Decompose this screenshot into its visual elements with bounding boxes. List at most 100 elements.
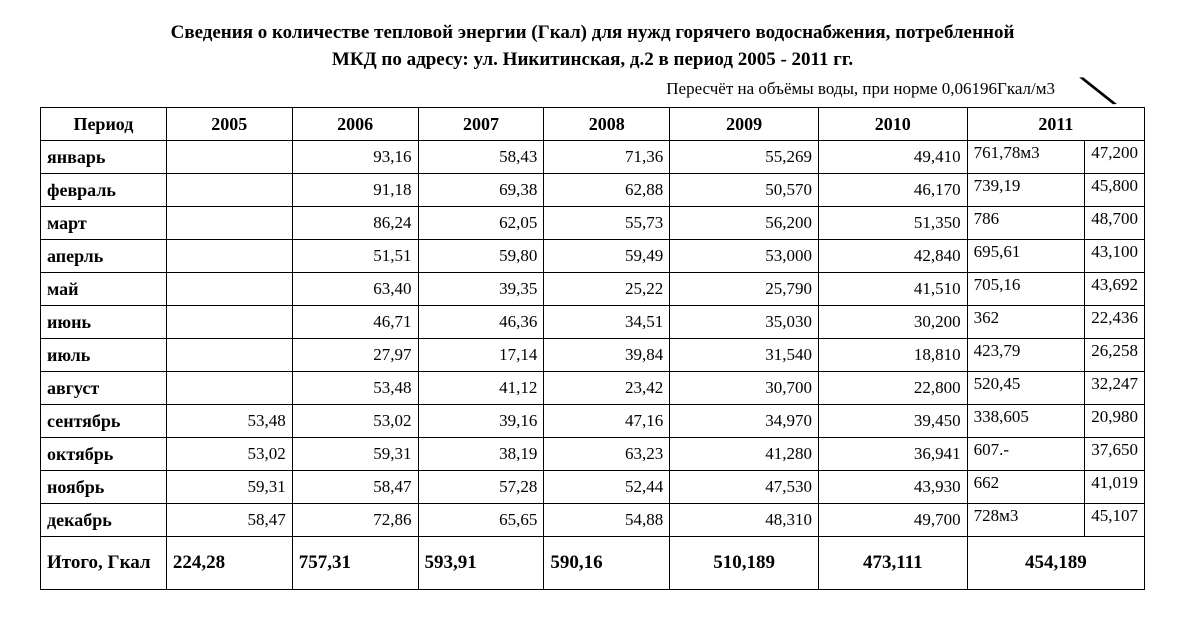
- cell-2010: 43,930: [818, 471, 967, 504]
- cell-2010: 36,941: [818, 438, 967, 471]
- cell-2011-volume: 761,78м3: [968, 141, 1086, 173]
- cell-total-2010: 473,111: [818, 537, 967, 590]
- cell-2005: [166, 141, 292, 174]
- cell-2005: [166, 273, 292, 306]
- col-2006: 2006: [292, 108, 418, 141]
- cell-2008: 39,84: [544, 339, 670, 372]
- cell-2009: 50,570: [670, 174, 819, 207]
- cell-2010: 18,810: [818, 339, 967, 372]
- cell-2006: 91,18: [292, 174, 418, 207]
- cell-2011: 520,4532,247: [967, 372, 1144, 405]
- cell-period: декабрь: [41, 504, 167, 537]
- cell-2005: 58,47: [166, 504, 292, 537]
- cell-2005: [166, 240, 292, 273]
- note-arrow: ╲: [1081, 77, 1115, 107]
- cell-2008: 54,88: [544, 504, 670, 537]
- cell-total-2009: 510,189: [670, 537, 819, 590]
- cell-2006: 46,71: [292, 306, 418, 339]
- table-row: ноябрь59,3158,4757,2852,4447,53043,93066…: [41, 471, 1145, 504]
- cell-period: октябрь: [41, 438, 167, 471]
- cell-2007: 17,14: [418, 339, 544, 372]
- cell-2007: 58,43: [418, 141, 544, 174]
- table-row: аперль51,5159,8059,4953,00042,840695,614…: [41, 240, 1145, 273]
- cell-total-2011: 454,189: [967, 537, 1144, 590]
- col-2005: 2005: [166, 108, 292, 141]
- cell-2007: 38,19: [418, 438, 544, 471]
- cell-2011: 66241,019: [967, 471, 1144, 504]
- table-row: январь93,1658,4371,3655,26949,410761,78м…: [41, 141, 1145, 174]
- cell-2011-volume: 728м3: [968, 504, 1086, 536]
- cell-2010: 30,200: [818, 306, 967, 339]
- cell-2008: 23,42: [544, 372, 670, 405]
- note-row: Пересчёт на объёмы воды, при норме 0,061…: [40, 79, 1145, 107]
- cell-2011-gcal: 45,107: [1085, 504, 1144, 536]
- cell-2011-volume: 695,61: [968, 240, 1086, 272]
- cell-2011-volume: 362: [968, 306, 1086, 338]
- cell-2010: 49,410: [818, 141, 967, 174]
- cell-2011: 423,7926,258: [967, 339, 1144, 372]
- cell-2011-gcal: 45,800: [1085, 174, 1144, 206]
- col-2007: 2007: [418, 108, 544, 141]
- cell-2005: [166, 174, 292, 207]
- cell-period: март: [41, 207, 167, 240]
- cell-total-2008: 590,16: [544, 537, 670, 590]
- cell-2010: 22,800: [818, 372, 967, 405]
- cell-2009: 31,540: [670, 339, 819, 372]
- cell-2008: 25,22: [544, 273, 670, 306]
- cell-2009: 47,530: [670, 471, 819, 504]
- cell-2007: 39,35: [418, 273, 544, 306]
- cell-2009: 35,030: [670, 306, 819, 339]
- cell-2008: 59,49: [544, 240, 670, 273]
- cell-2007: 41,12: [418, 372, 544, 405]
- cell-2009: 48,310: [670, 504, 819, 537]
- cell-2011-gcal: 20,980: [1085, 405, 1144, 437]
- cell-period: май: [41, 273, 167, 306]
- cell-2011-gcal: 41,019: [1085, 471, 1144, 503]
- cell-2008: 52,44: [544, 471, 670, 504]
- cell-2007: 57,28: [418, 471, 544, 504]
- energy-table: Период 2005 2006 2007 2008 2009 2010 201…: [40, 107, 1145, 590]
- cell-2011: 78648,700: [967, 207, 1144, 240]
- cell-2007: 39,16: [418, 405, 544, 438]
- cell-2006: 53,48: [292, 372, 418, 405]
- cell-period: аперль: [41, 240, 167, 273]
- col-period: Период: [41, 108, 167, 141]
- cell-2011: 761,78м347,200: [967, 141, 1144, 174]
- cell-2005: 53,02: [166, 438, 292, 471]
- cell-2010: 51,350: [818, 207, 967, 240]
- col-2008: 2008: [544, 108, 670, 141]
- cell-2010: 39,450: [818, 405, 967, 438]
- cell-2011-gcal: 37,650: [1085, 438, 1144, 470]
- cell-2006: 27,97: [292, 339, 418, 372]
- cell-2008: 34,51: [544, 306, 670, 339]
- cell-total-2007: 593,91: [418, 537, 544, 590]
- cell-2011-volume: 739,19: [968, 174, 1086, 206]
- cell-2011: 739,1945,800: [967, 174, 1144, 207]
- col-2010: 2010: [818, 108, 967, 141]
- cell-2011-volume: 520,45: [968, 372, 1086, 404]
- cell-2009: 55,269: [670, 141, 819, 174]
- table-row: декабрь58,4772,8665,6554,8848,31049,7007…: [41, 504, 1145, 537]
- cell-2011-gcal: 26,258: [1085, 339, 1144, 371]
- cell-2011-volume: 662: [968, 471, 1086, 503]
- col-2011: 2011: [967, 108, 1144, 141]
- cell-period: июль: [41, 339, 167, 372]
- cell-2006: 86,24: [292, 207, 418, 240]
- cell-2009: 41,280: [670, 438, 819, 471]
- cell-2008: 71,36: [544, 141, 670, 174]
- cell-2006: 51,51: [292, 240, 418, 273]
- cell-2005: [166, 372, 292, 405]
- table-row: сентябрь53,4853,0239,1647,1634,97039,450…: [41, 405, 1145, 438]
- table-row: июль 27,9717,1439,8431,54018,810423,7926,…: [41, 339, 1145, 372]
- cell-2011-volume: 786: [968, 207, 1086, 239]
- col-2009: 2009: [670, 108, 819, 141]
- table-row: октябрь53,0259,3138,1963,2341,28036,9416…: [41, 438, 1145, 471]
- cell-2011: 36222,436: [967, 306, 1144, 339]
- cell-2006: 93,16: [292, 141, 418, 174]
- cell-total-2006: 757,31: [292, 537, 418, 590]
- cell-2011-gcal: 43,692: [1085, 273, 1144, 305]
- cell-2007: 69,38: [418, 174, 544, 207]
- cell-2009: 30,700: [670, 372, 819, 405]
- cell-2006: 59,31: [292, 438, 418, 471]
- cell-2009: 56,200: [670, 207, 819, 240]
